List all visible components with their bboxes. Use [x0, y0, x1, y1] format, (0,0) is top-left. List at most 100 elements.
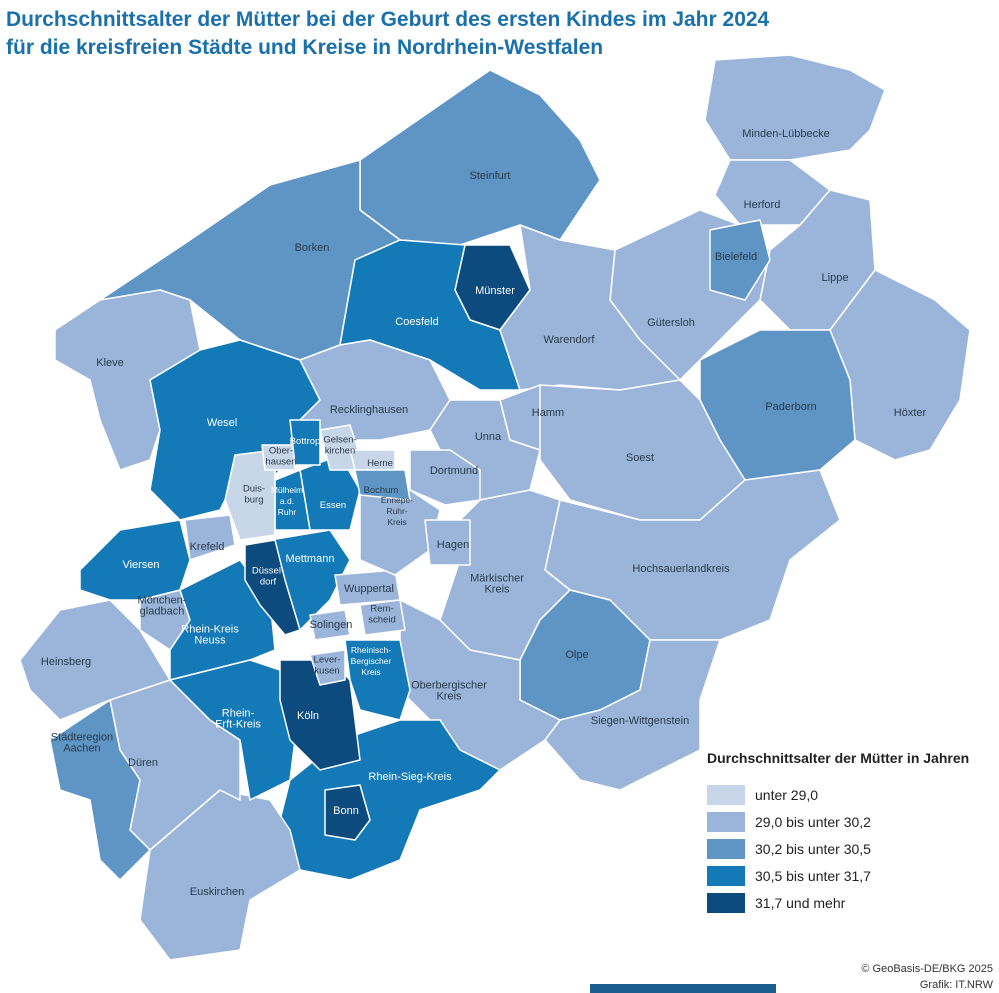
- region: [184, 514, 236, 561]
- region-label: Olpe: [565, 649, 588, 661]
- region-label: Kreis: [361, 667, 380, 677]
- region-label: Bonn: [333, 805, 359, 817]
- region-label: Hochsauerlandkreis: [632, 563, 730, 575]
- credit: © GeoBasis-DE/BKG 2025: [861, 963, 993, 975]
- region-label: kirchen: [325, 446, 356, 457]
- region-label: Hamm: [532, 407, 564, 419]
- region-label: Aachen: [63, 743, 100, 755]
- region-label: Düssel-: [252, 566, 284, 577]
- legend-swatch: [707, 893, 745, 913]
- region-label: Paderborn: [765, 401, 816, 413]
- region-label: Mönchen-: [138, 595, 187, 607]
- region-label: Bottrop: [290, 436, 321, 447]
- region-label: Ober-: [269, 446, 293, 457]
- region-label: Kreis: [387, 517, 406, 527]
- region-label: Herford: [744, 199, 781, 211]
- legend-swatch: [707, 866, 745, 886]
- legend-label: unter 29,0: [755, 787, 818, 803]
- title-line: Durchschnittsalter der Mütter bei der Ge…: [6, 8, 770, 31]
- legend: unter 29,0 29,0 bis unter 30,2 30,2 bis un…: [707, 785, 871, 913]
- region-label: Soest: [626, 452, 654, 464]
- region-label: Unna: [475, 431, 502, 443]
- region-label: Ennepe-: [381, 495, 413, 505]
- region-labels: Minden-Lübbecke Herford Lippe Höxter Paderbo…: [41, 128, 927, 898]
- legend-title: Durchschnittsalter der Mütter in Jahren: [707, 750, 969, 766]
- region: [359, 599, 406, 636]
- bottom-bar: [590, 984, 776, 993]
- region-label: Düren: [128, 757, 158, 769]
- region-label: Rem-: [370, 604, 393, 615]
- region: [244, 539, 301, 636]
- legend-label: 30,5 bis unter 31,7: [755, 868, 871, 884]
- region-label: Coesfeld: [395, 316, 438, 328]
- region: [261, 444, 296, 471]
- region: [354, 469, 411, 501]
- region-label: Ruhr: [278, 507, 297, 517]
- region: [309, 609, 351, 641]
- region-label: Rheinisch-: [351, 645, 391, 655]
- region-label: Bochum: [364, 485, 399, 496]
- region-label: Köln: [297, 710, 319, 722]
- region-label: Münster: [475, 285, 515, 297]
- region: [344, 639, 411, 721]
- region-label: Bielefeld: [715, 251, 757, 263]
- region-label: Dortmund: [430, 465, 478, 477]
- region: [704, 54, 886, 161]
- region-label: Ruhr-: [386, 506, 407, 516]
- region-label: Hagen: [437, 539, 469, 551]
- region-label: Minden-Lübbecke: [742, 128, 829, 140]
- title-line: für die kreisfreien Städte und Kreise in…: [6, 36, 603, 59]
- region-label: hausen: [265, 457, 296, 468]
- region-label: Bergischer: [351, 656, 392, 666]
- region-label: Kleve: [96, 357, 124, 369]
- region-label: Euskirchen: [190, 886, 244, 898]
- region-label: Höxter: [894, 407, 927, 419]
- region-label: Borken: [295, 242, 330, 254]
- region: [309, 649, 346, 686]
- region-label: Lever-: [314, 655, 341, 666]
- region-label: scheid: [368, 615, 395, 626]
- region-label: Rhein-Kreis: [181, 624, 239, 636]
- regions: [19, 54, 971, 961]
- region-label: Wuppertal: [344, 583, 394, 595]
- region-label: Märkischer: [470, 573, 524, 585]
- legend-label: 30,2 bis unter 30,5: [755, 841, 871, 857]
- region-label: Heinsberg: [41, 656, 91, 668]
- region-label: Herne: [367, 458, 393, 469]
- region-label: Mülheim: [271, 485, 303, 495]
- credit: Grafik: IT.NRW: [920, 979, 994, 991]
- region-label: Solingen: [310, 619, 353, 631]
- region-label: Krefeld: [190, 541, 225, 553]
- region-label: dorf: [260, 577, 277, 588]
- region-label: Essen: [320, 500, 346, 511]
- region-label: burg: [244, 495, 263, 506]
- region-label: Kreis: [484, 584, 510, 596]
- region: [49, 699, 151, 881]
- region-label: Neuss: [194, 635, 226, 647]
- region-label: Gelsen-: [323, 435, 356, 446]
- region-label: Kreis: [436, 691, 462, 703]
- region-label: Städteregion: [51, 732, 113, 744]
- region-label: Lippe: [822, 272, 849, 284]
- region-label: Rhein-Sieg-Kreis: [368, 771, 452, 783]
- region-label: gladbach: [140, 606, 185, 618]
- region-label: Siegen-Wittgenstein: [591, 715, 689, 727]
- region: [324, 784, 371, 841]
- region-label: Recklinghausen: [330, 404, 408, 416]
- legend-swatch: [707, 785, 745, 805]
- region-label: a.d.: [280, 496, 294, 506]
- region: [359, 69, 601, 246]
- region: [289, 419, 321, 466]
- region-label: Mettmann: [286, 553, 335, 565]
- region-label: Gütersloh: [647, 317, 695, 329]
- region-label: Warendorf: [544, 334, 596, 346]
- legend-swatch: [707, 812, 745, 832]
- region-label: Duis-: [243, 484, 265, 495]
- legend-swatch: [707, 839, 745, 859]
- region-label: Viersen: [122, 559, 159, 571]
- region-label: Steinfurt: [470, 170, 511, 182]
- region-label: Oberbergischer: [411, 680, 487, 692]
- region: [424, 519, 471, 566]
